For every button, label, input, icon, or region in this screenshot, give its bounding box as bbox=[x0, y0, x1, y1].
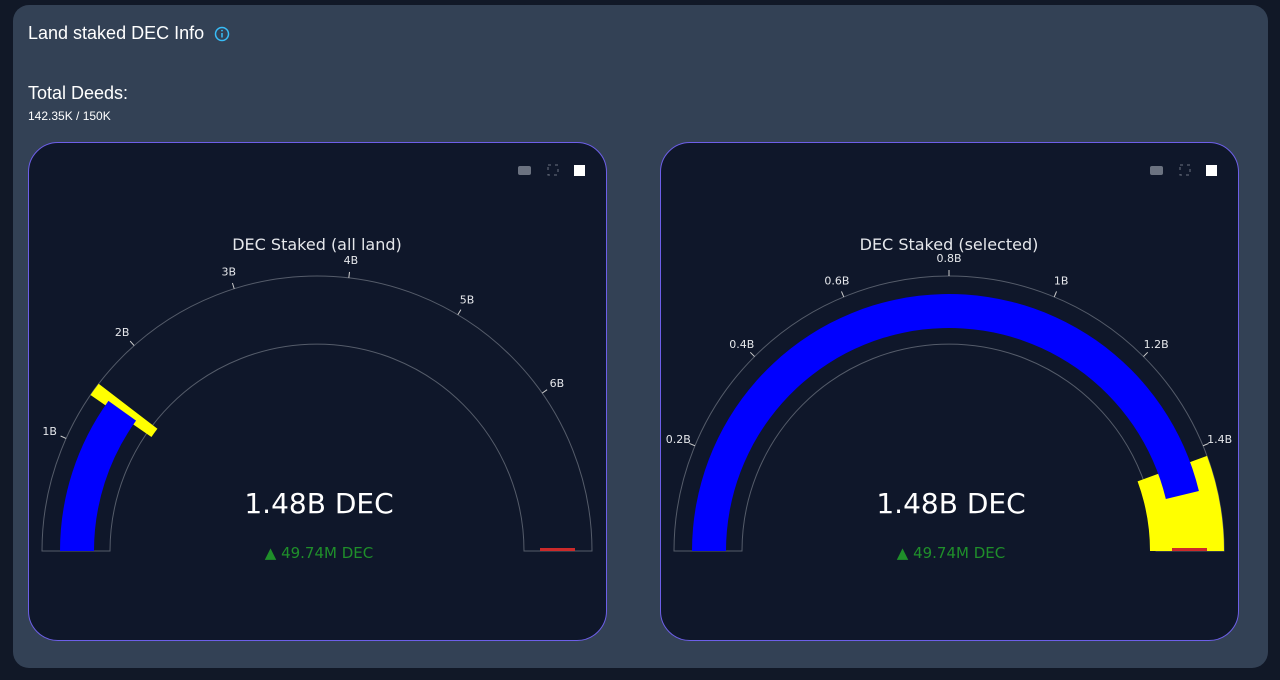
tick-mark bbox=[457, 309, 462, 316]
tick-label: 2B bbox=[115, 326, 130, 339]
gauge-bar bbox=[692, 294, 1199, 551]
tick-label: 1.4B bbox=[1207, 433, 1232, 446]
gauge-chart: 1B 2B 3B 4B 5B 6B DEC Staked (all land) 1.48B D… bbox=[41, 164, 593, 562]
gauge-title: DEC Staked (selected) bbox=[860, 235, 1039, 254]
tick-mark bbox=[231, 282, 235, 289]
gauge-card: 0.2B 0.4B 0.6B 0.8B 1B 1.2B 1.4B DEC Staked (se… bbox=[660, 142, 1239, 641]
tick-mark bbox=[841, 291, 845, 298]
camera-icon[interactable] bbox=[518, 166, 531, 175]
gauge-bar bbox=[60, 400, 137, 551]
tick-mark bbox=[348, 271, 351, 278]
deeds-label: Total Deeds: bbox=[28, 83, 129, 103]
gauge-value: 1.48B DEC bbox=[244, 487, 393, 520]
panel-title: Land staked DEC Info bbox=[28, 23, 205, 43]
tick-mark bbox=[1202, 443, 1209, 447]
tick-label: 1B bbox=[1054, 274, 1069, 287]
tick-mark bbox=[60, 435, 67, 439]
logo-icon[interactable] bbox=[1206, 165, 1217, 176]
tick-label: 6B bbox=[550, 377, 565, 390]
gauge-delta: ▲ 49.74M DEC bbox=[265, 544, 373, 562]
tick-mark bbox=[129, 340, 135, 346]
tick-label: 4B bbox=[344, 254, 359, 267]
gauge-step bbox=[1137, 455, 1224, 551]
tick-label: 0.4B bbox=[729, 338, 754, 351]
tick-mark bbox=[689, 443, 696, 447]
expand-icon[interactable] bbox=[1179, 164, 1191, 176]
tick-label: 3B bbox=[222, 266, 237, 279]
tick-label: 0.6B bbox=[824, 274, 849, 287]
tick-mark bbox=[1143, 351, 1149, 357]
camera-icon[interactable] bbox=[1150, 166, 1163, 175]
info-icon[interactable] bbox=[214, 26, 230, 42]
tick-mark bbox=[1053, 291, 1057, 298]
tick-label: 5B bbox=[460, 293, 475, 306]
gauge-border bbox=[41, 275, 593, 552]
tick-label: 0.8B bbox=[936, 252, 961, 265]
gauge-value: 1.48B DEC bbox=[876, 487, 1025, 520]
tick-mark bbox=[541, 389, 548, 394]
panel: Land staked DEC Info Total Deeds: 142.35… bbox=[13, 5, 1268, 668]
logo-icon[interactable] bbox=[574, 165, 585, 176]
gauge-card: 1B 2B 3B 4B 5B 6B DEC Staked (all land) 1.48B D… bbox=[28, 142, 607, 641]
tick-label: 0.2B bbox=[666, 433, 691, 446]
tick-label: 1.2B bbox=[1144, 338, 1169, 351]
expand-icon[interactable] bbox=[547, 164, 559, 176]
deeds-value: 142.35K / 150K bbox=[28, 109, 111, 123]
gauge-title: DEC Staked (all land) bbox=[232, 235, 402, 254]
tick-label: 1B bbox=[42, 425, 57, 438]
gauge-chart: 0.2B 0.4B 0.6B 0.8B 1B 1.2B 1.4B DEC Staked (se… bbox=[666, 164, 1232, 562]
tick-mark bbox=[749, 351, 755, 357]
gauge-step bbox=[90, 383, 158, 438]
gauge-delta: ▲ 49.74M DEC bbox=[897, 544, 1005, 562]
